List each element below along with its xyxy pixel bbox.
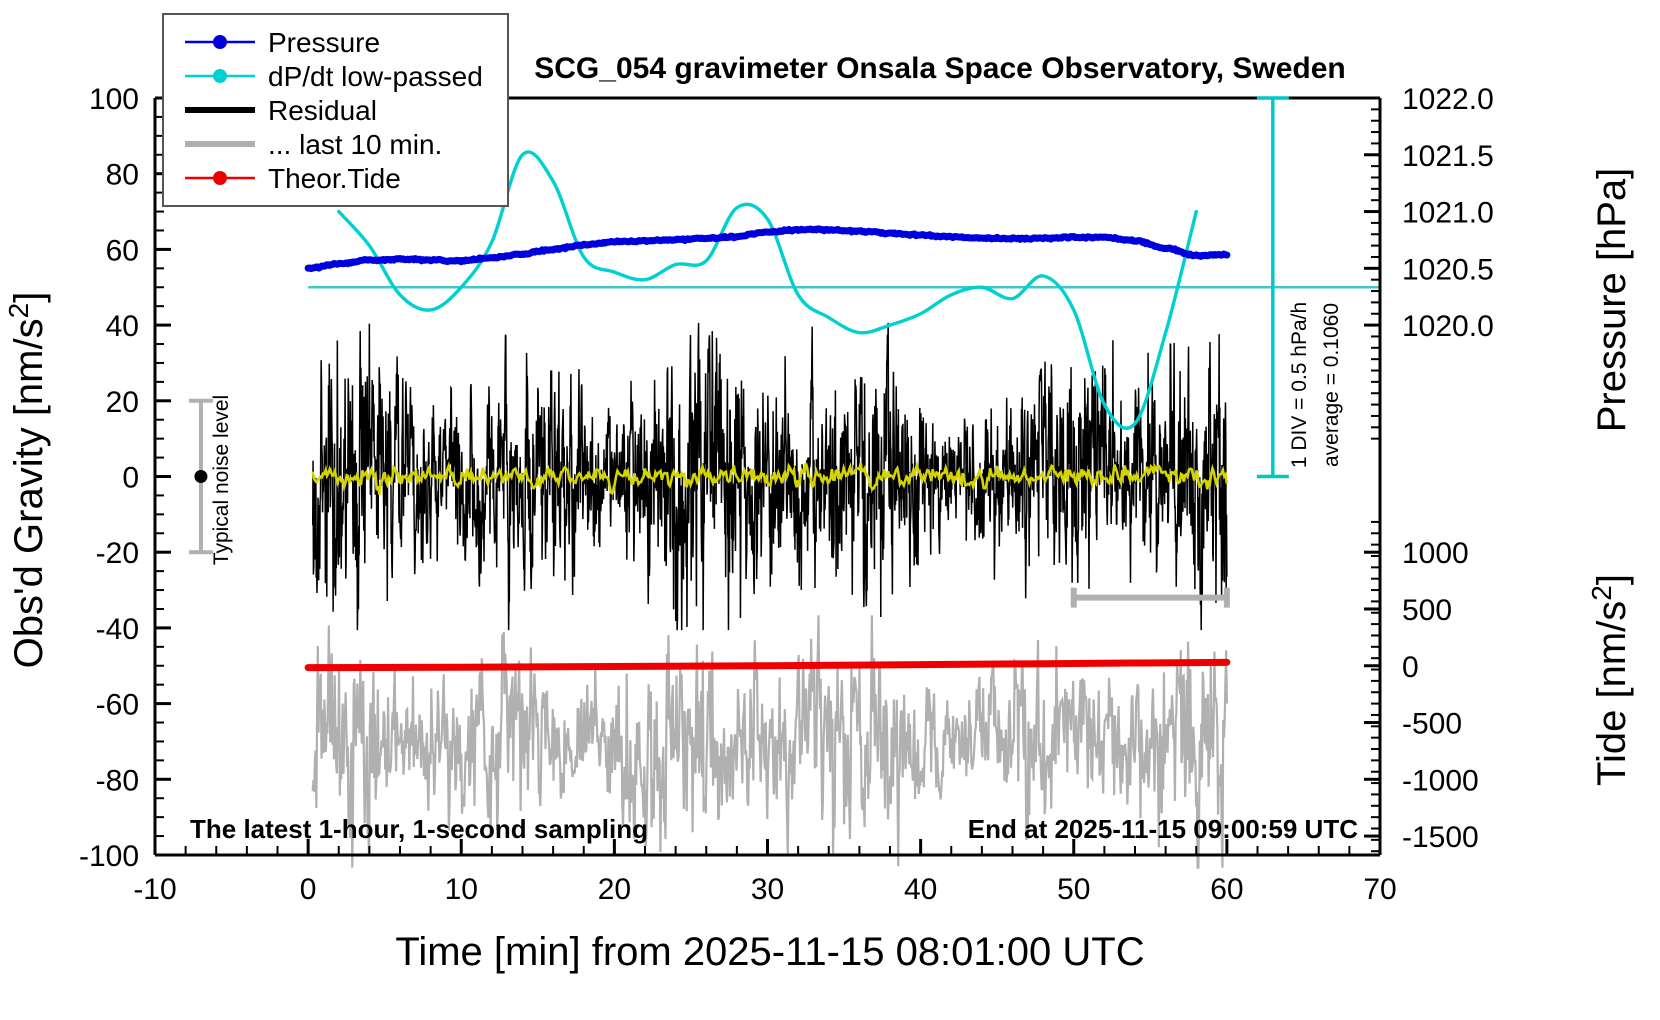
tide-tick-label: -500	[1402, 708, 1462, 741]
x-tick-label: 50	[1057, 873, 1090, 906]
noise-level-label: Typical noise level	[210, 395, 233, 565]
pressure-tick-label: 1020.0	[1402, 310, 1494, 343]
series-theor-tide	[304, 658, 1231, 672]
tide-tick-label: 500	[1402, 594, 1452, 627]
legend-item-label: Pressure	[268, 27, 380, 58]
pressure-tick-label: 1020.5	[1402, 253, 1494, 286]
y-axis-pressure-title: Pressure [hPa]	[1590, 168, 1634, 433]
tide-tick-label: 0	[1402, 651, 1419, 684]
tide-tick-label: -1000	[1402, 764, 1479, 797]
tide-tick-label: 1000	[1402, 537, 1469, 570]
series-filtered-residual	[311, 460, 1229, 495]
y-axis-left-title: Obs'd Gravity [nm/s2]	[3, 292, 51, 669]
x-tick-label: 0	[300, 873, 317, 906]
legend-item-label: Residual	[268, 95, 377, 126]
legend-item[interactable]: Pressure	[185, 27, 380, 58]
x-tick-label: 40	[904, 873, 937, 906]
footer-left-note: The latest 1-hour, 1-second sampling	[190, 814, 648, 844]
series-last-10-min	[311, 615, 1228, 869]
series-pressure	[304, 225, 1231, 273]
dpdt-scale-line1: 1 DIV = 0.5 hPa/h	[1288, 302, 1311, 468]
tide-tick-label: -1500	[1402, 821, 1479, 854]
y-axis-tide-title: Tide [nm/s2]	[1586, 574, 1634, 786]
legend-item-label: dP/dt low-passed	[268, 61, 483, 92]
legend-swatch-marker	[213, 69, 227, 83]
x-tick-label: 20	[598, 873, 631, 906]
x-tick-label: 30	[751, 873, 784, 906]
y-tick-label: -60	[96, 689, 139, 722]
legend-item-label: ... last 10 min.	[268, 129, 442, 160]
x-tick-label: 70	[1363, 873, 1396, 906]
annotation-layer	[188, 96, 1289, 608]
x-tick-label: 10	[445, 873, 478, 906]
legend-item[interactable]: ... last 10 min.	[185, 129, 442, 160]
pressure-tick-label: 1021.5	[1402, 140, 1494, 173]
y-tick-label: -100	[79, 840, 139, 873]
page-title: SCG_054 gravimeter Onsala Space Observat…	[534, 52, 1346, 85]
legend-swatch-marker	[213, 35, 227, 49]
legend-item-label: Theor.Tide	[268, 163, 401, 194]
pressure-tick-label: 1021.0	[1402, 197, 1494, 230]
noise-level-center-dot	[194, 470, 208, 483]
y-tick-label: 60	[106, 234, 139, 267]
x-axis-title: Time [min] from 2025-11-15 08:01:00 UTC	[395, 930, 1144, 974]
y-tick-label: -40	[96, 613, 139, 646]
y-tick-label: 80	[106, 159, 139, 192]
legend-item[interactable]: Residual	[185, 95, 377, 126]
y-tick-label: -20	[96, 537, 139, 570]
axes-layer: -10 0 10 20 30 40 50 60 70-100-80-60-40-20020406…	[79, 83, 1494, 906]
legend-item[interactable]: dP/dt low-passed	[185, 61, 483, 92]
y-axis-left-title-text: Obs'd Gravity [nm/s2]	[3, 292, 51, 669]
dpdt-scale-line2: average = 0.1060	[1320, 303, 1343, 467]
y-tick-label: 100	[89, 83, 139, 116]
y-axis-tide-title-text: Tide [nm/s2]	[1586, 574, 1634, 786]
pressure-tick-label: 1022.0	[1402, 83, 1494, 116]
y-tick-label: 40	[106, 310, 139, 343]
series-residual	[311, 322, 1228, 631]
y-tick-label: 0	[122, 462, 139, 495]
x-tick-label: 60	[1210, 873, 1243, 906]
footer-right-note: End at 2025-11-15 09:00:59 UTC	[968, 814, 1358, 844]
legend-item[interactable]: Theor.Tide	[185, 163, 401, 194]
x-tick-label: -10	[133, 873, 176, 906]
y-tick-label: -80	[96, 764, 139, 797]
y-tick-label: 20	[106, 386, 139, 419]
legend-swatch-marker	[213, 171, 227, 185]
y-axis-pressure-title-text: Pressure [hPa]	[1590, 168, 1634, 433]
data-layer	[304, 150, 1380, 869]
